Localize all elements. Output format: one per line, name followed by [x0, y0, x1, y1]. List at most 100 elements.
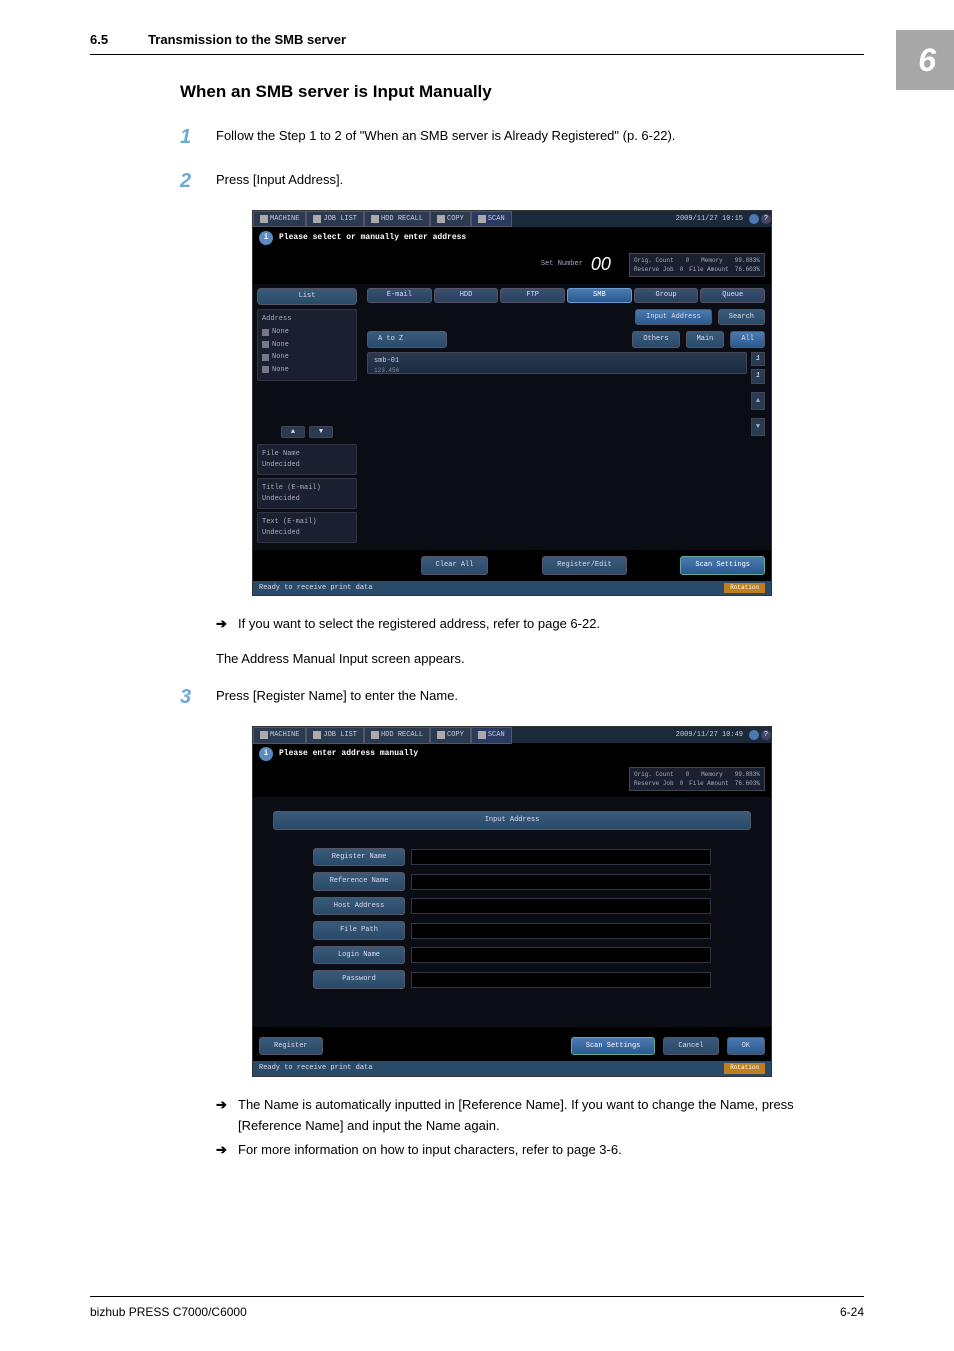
main-button[interactable]: Main	[686, 331, 725, 348]
file-path-button[interactable]: File Path	[313, 921, 405, 940]
status-row: Set Number 00 Orig. Count0Memory99.883% …	[253, 249, 771, 284]
chapter-badge: 6	[896, 30, 954, 90]
page-header: 6.5 Transmission to the SMB server	[90, 30, 864, 55]
register-name-field[interactable]	[411, 849, 711, 865]
info-icon: i	[259, 747, 273, 761]
note-text: For more information on how to input cha…	[238, 1140, 844, 1161]
tab-ftp[interactable]: FTP	[500, 288, 565, 303]
screenshot-address-list: MACHINE JOB LIST HDD RECALL COPY SCAN 20…	[252, 210, 772, 596]
help-icon[interactable]: ?	[761, 214, 771, 224]
scan-settings-button[interactable]: Scan Settings	[571, 1037, 656, 1056]
tab-joblist[interactable]: JOB LIST	[306, 211, 364, 228]
ss-footer: Ready to receive print data Rotation	[253, 581, 771, 596]
register-button[interactable]: Register	[259, 1037, 323, 1056]
register-edit-button[interactable]: Register/Edit	[542, 556, 627, 575]
file-path-field[interactable]	[411, 923, 711, 939]
a-to-z-button[interactable]: A to Z	[367, 331, 447, 348]
scan-icon	[478, 215, 486, 223]
input-address-header: Input Address	[273, 811, 751, 830]
others-button[interactable]: Others	[632, 331, 679, 348]
list-item-sub: 123.456	[374, 366, 740, 375]
list-button[interactable]: List	[257, 288, 357, 305]
scroll-page-top: 1	[751, 352, 765, 367]
host-address-field[interactable]	[411, 898, 711, 914]
datetime-label: 2009/11/27 10:49	[676, 730, 747, 741]
section-title: Transmission to the SMB server	[148, 30, 346, 50]
password-field[interactable]	[411, 972, 711, 988]
search-button[interactable]: Search	[718, 309, 765, 326]
password-button[interactable]: Password	[313, 970, 405, 989]
arrow-icon: ➔	[216, 1095, 238, 1137]
tab-email[interactable]: E-mail	[367, 288, 432, 303]
nav-up-button[interactable]: ▲	[281, 426, 305, 438]
note-plain: The Address Manual Input screen appears.	[216, 649, 844, 669]
tab-machine[interactable]: MACHINE	[253, 727, 306, 744]
file-name-panel[interactable]: File NameUndecided	[257, 444, 357, 475]
list-scrollbar: 1 1 ▲ ▼	[751, 352, 765, 467]
login-name-button[interactable]: Login Name	[313, 946, 405, 965]
set-number-label: Set Number	[541, 259, 583, 270]
tab-copy[interactable]: COPY	[430, 211, 471, 228]
footer-message: Ready to receive print data	[259, 1063, 372, 1074]
host-address-button[interactable]: Host Address	[313, 897, 405, 916]
tab-scan[interactable]: SCAN	[471, 211, 512, 228]
tab-copy[interactable]: COPY	[430, 727, 471, 744]
title-email-panel[interactable]: Title (E-mail)Undecided	[257, 478, 357, 509]
tab-scan[interactable]: SCAN	[471, 727, 512, 744]
reference-name-field[interactable]	[411, 874, 711, 890]
info-icon: i	[259, 231, 273, 245]
reference-name-button[interactable]: Reference Name	[313, 872, 405, 891]
tab-queue[interactable]: Queue	[700, 288, 765, 303]
note-item: ➔ If you want to select the registered a…	[216, 614, 844, 635]
dest-icon	[262, 341, 269, 348]
step-number: 3	[180, 682, 216, 712]
scroll-down-button[interactable]: ▼	[751, 418, 765, 436]
note-item: ➔ The Name is automatically inputted in …	[216, 1095, 844, 1137]
machine-icon	[260, 731, 268, 739]
step-1: 1 Follow the Step 1 to 2 of "When an SMB…	[180, 122, 844, 152]
address-row: None	[262, 364, 352, 377]
cancel-button[interactable]: Cancel	[663, 1037, 718, 1056]
address-panel: Address None None None None	[257, 309, 357, 382]
note-item: ➔ For more information on how to input c…	[216, 1140, 844, 1161]
tab-joblist[interactable]: JOB LIST	[306, 727, 364, 744]
status-row: Orig. Count0Memory99.883% Reserve Job0Fi…	[253, 765, 771, 797]
info-message: Please enter address manually	[279, 748, 418, 760]
tab-hdd-recall[interactable]: HDD RECALL	[364, 211, 430, 228]
status-box: Orig. Count0Memory99.883% Reserve Job0Fi…	[629, 253, 765, 277]
side-nav: ▲ ▼	[257, 426, 357, 438]
list-item-name: smb-01	[374, 356, 740, 367]
tab-hdd-recall[interactable]: HDD RECALL	[364, 727, 430, 744]
bottom-toolbar: Clear All Register/Edit Scan Settings	[253, 550, 771, 581]
scan-icon	[478, 731, 486, 739]
all-button[interactable]: All	[730, 331, 765, 348]
text-email-panel[interactable]: Text (E-mail)Undecided	[257, 512, 357, 543]
scroll-up-button[interactable]: ▲	[751, 392, 765, 410]
input-form: Input Address Register Name Reference Na…	[253, 797, 771, 1027]
step-text: Follow the Step 1 to 2 of "When an SMB s…	[216, 122, 844, 152]
tab-group[interactable]: Group	[634, 288, 699, 303]
destination-type-tabs: E-mail HDD FTP SMB Group Queue	[367, 288, 765, 303]
step-text: Press [Input Address].	[216, 166, 844, 196]
register-name-button[interactable]: Register Name	[313, 848, 405, 867]
rotation-badge: Rotation	[724, 583, 765, 594]
input-address-button[interactable]: Input Address	[635, 309, 712, 326]
set-number-value: 00	[591, 251, 611, 278]
login-name-field[interactable]	[411, 947, 711, 963]
footer-message: Ready to receive print data	[259, 583, 372, 594]
tab-machine[interactable]: MACHINE	[253, 211, 306, 228]
nav-down-button[interactable]: ▼	[309, 426, 333, 438]
scan-settings-button[interactable]: Scan Settings	[680, 556, 765, 575]
note-text: The Name is automatically inputted in [R…	[238, 1095, 844, 1137]
step-2: 2 Press [Input Address].	[180, 166, 844, 196]
clear-all-button[interactable]: Clear All	[421, 556, 489, 575]
tab-smb[interactable]: SMB	[567, 288, 632, 303]
note-text: If you want to select the registered add…	[238, 614, 844, 635]
copy-icon	[437, 215, 445, 223]
tab-hdd-dest[interactable]: HDD	[434, 288, 499, 303]
ok-button[interactable]: OK	[727, 1037, 765, 1056]
address-row: None	[262, 326, 352, 339]
info-bar: i Please select or manually enter addres…	[253, 227, 771, 249]
list-item[interactable]: smb-01 123.456	[367, 352, 747, 374]
help-icon[interactable]: ?	[761, 730, 771, 740]
